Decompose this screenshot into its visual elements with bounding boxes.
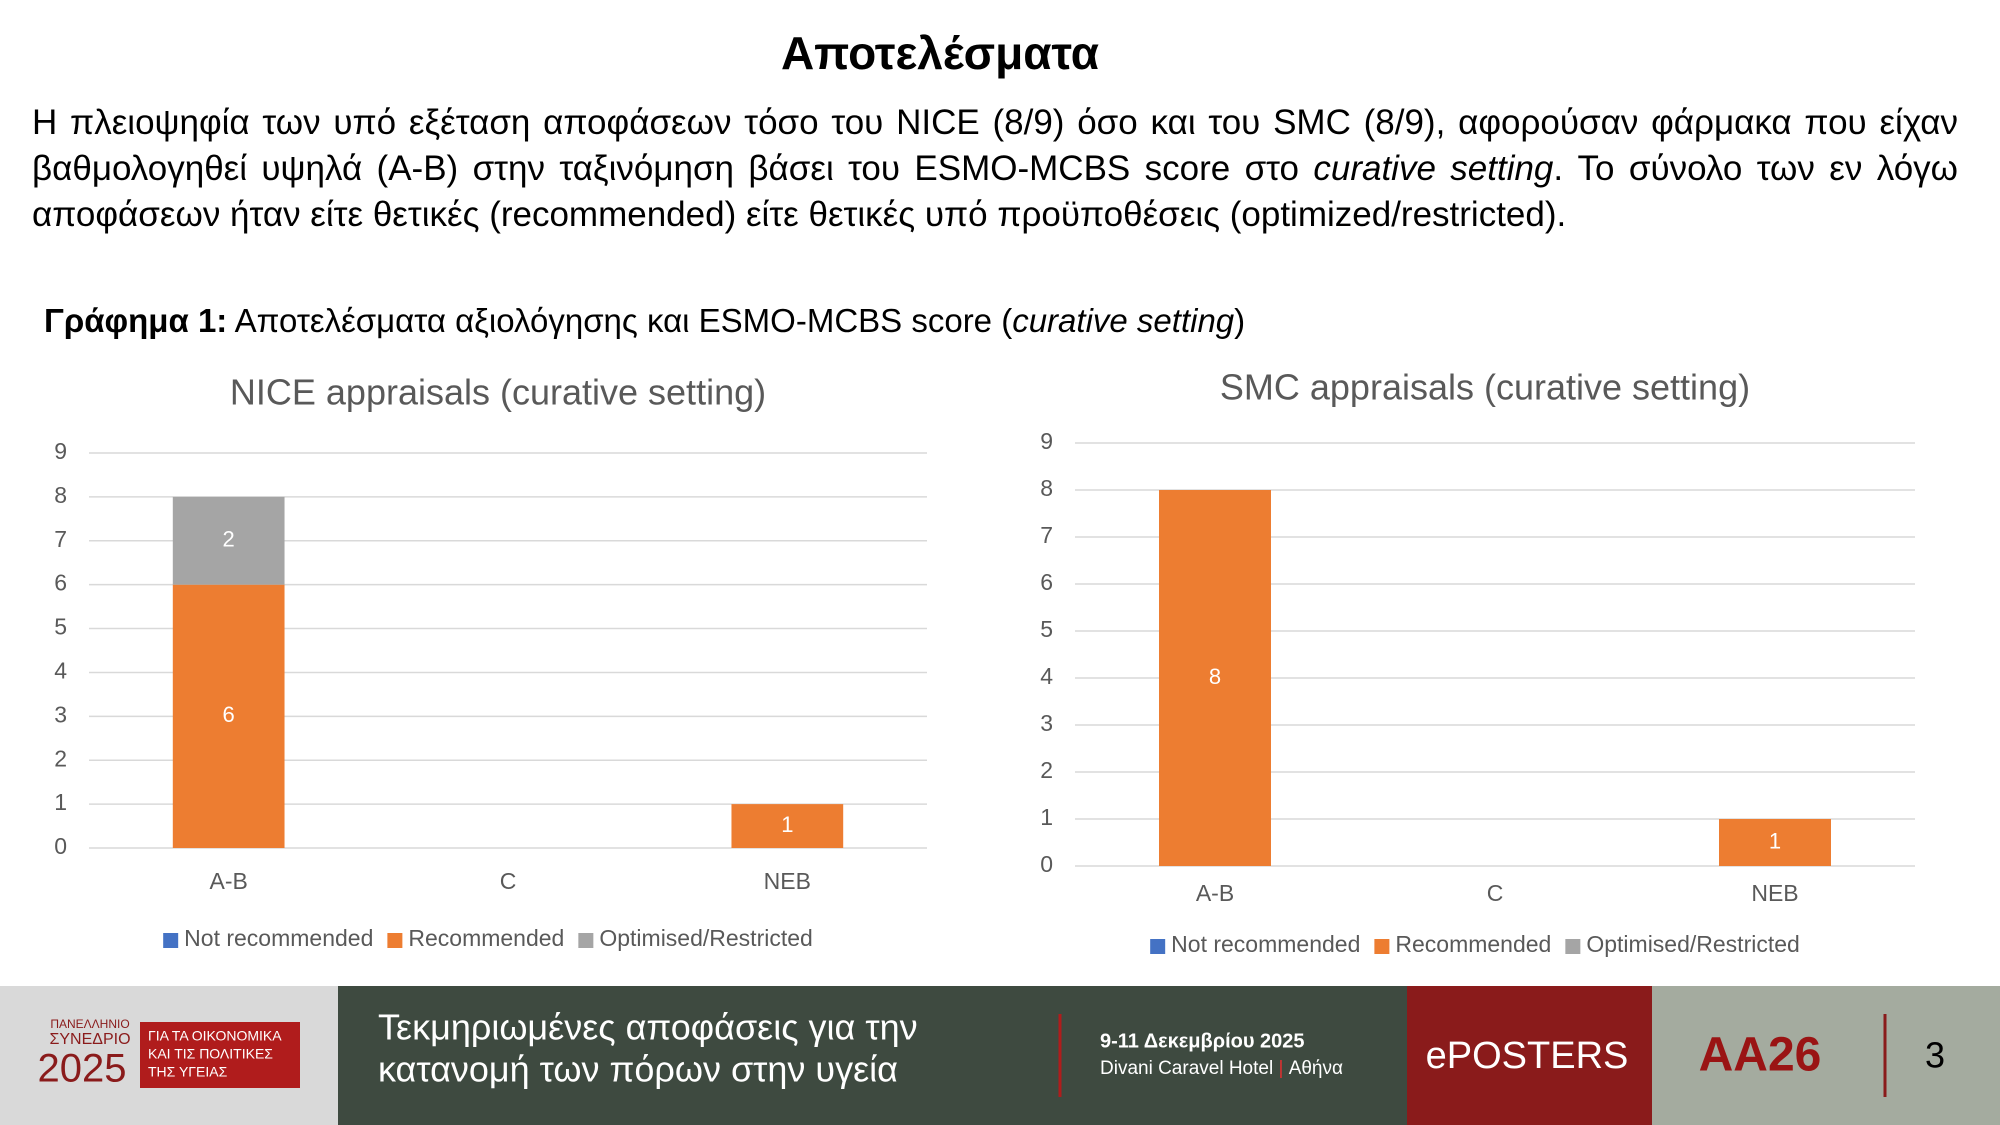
- logo-text: ΠΑΝΕΛΛΗΝΙΟ: [50, 1017, 129, 1031]
- legend: Not recommended Recommended Optimised/Rest…: [1150, 931, 1800, 957]
- x-tick-label: C: [500, 868, 517, 894]
- venue: Divani Caravel Hotel | Αθήνα: [1100, 1058, 1343, 1079]
- legend-swatch: [387, 933, 403, 948]
- legend-swatch: [1565, 939, 1581, 954]
- tagline: Τεκμηριωμένες αποφάσεις για την: [378, 1007, 918, 1048]
- data-label: 8: [1209, 664, 1221, 689]
- y-tick-label: 8: [1040, 475, 1053, 501]
- y-tick-label: 9: [1040, 428, 1053, 454]
- caption-text: ): [1234, 302, 1246, 339]
- y-tick-label: 1: [1040, 804, 1053, 830]
- logo-text: ΣΥΝΕΔΡΙΟ: [49, 1031, 130, 1048]
- logo-box-text: ΤΗΣ ΥΓΕΙΑΣ: [148, 1064, 228, 1080]
- data-label: 6: [223, 702, 235, 727]
- footer-code-bg: [1652, 986, 2000, 1125]
- x-tick-label: A-B: [209, 868, 247, 894]
- chart-title: SMC appraisals (curative setting): [1220, 367, 1750, 408]
- y-tick-label: 3: [1040, 710, 1053, 736]
- chart: NICE appraisals (curative setting) 0 1 2 3 4 5…: [54, 372, 927, 951]
- date: 9-11 Δεκεμβρίου 2025: [1100, 1030, 1305, 1052]
- bar-segment: [731, 804, 844, 848]
- y-tick-label: 5: [54, 614, 67, 640]
- y-tick-label: 7: [1040, 522, 1053, 548]
- logo-box: [140, 1022, 300, 1088]
- venue-name: Divani Caravel Hotel: [1100, 1058, 1273, 1079]
- x-tick-label: C: [1487, 880, 1504, 906]
- paragraph-text: . Το σύνολο των εν λόγω αποφάσεων ήταν ε…: [32, 149, 1958, 234]
- footer-eposters-bg: [1407, 986, 1652, 1125]
- legend-swatch: [1374, 939, 1390, 954]
- data-label: 2: [223, 527, 235, 552]
- eposters: ePOSTERS: [1426, 1035, 1629, 1077]
- x-tick-label: NEB: [764, 868, 811, 894]
- y-tick-label: 0: [1040, 851, 1053, 877]
- caption: Γράφημα 1: Αποτελέσματα αξιολόγησης και …: [44, 302, 1245, 340]
- y-tick-label: 4: [1040, 663, 1053, 689]
- venue-sep: |: [1273, 1058, 1289, 1079]
- chart: SMC appraisals (curative setting) 0 1 2 3 4 5 6…: [1040, 367, 1915, 957]
- y-tick-label: 2: [54, 745, 67, 771]
- bar-segment: [172, 584, 285, 848]
- y-tick-label: 8: [54, 482, 67, 508]
- legend-label: Recommended: [408, 925, 564, 951]
- paragraph: Η πλειοψηφία των υπό εξέταση αποφάσεων τ…: [32, 100, 1958, 238]
- legend-label: Optimised/Restricted: [1586, 931, 1799, 957]
- legend-label: Not recommended: [184, 925, 373, 951]
- logo-year: 2025: [38, 1047, 127, 1091]
- legend-swatch: [163, 933, 179, 948]
- page-number: 3: [1925, 1035, 1945, 1076]
- x-tick-label: A-B: [1196, 880, 1234, 906]
- chart-title: NICE appraisals (curative setting): [230, 372, 766, 413]
- legend: Not recommended Recommended Optimised/Rest…: [163, 925, 813, 951]
- caption-text: Αποτελέσματα αξιολόγησης και ESMO-MCBS s…: [227, 302, 1013, 339]
- paragraph-text: Η πλειοψηφία των υπό εξέταση αποφάσεων τ…: [32, 103, 1958, 188]
- bar-segment: [1159, 490, 1271, 866]
- paragraph-italic: curative setting: [1313, 149, 1554, 188]
- legend-label: Not recommended: [1171, 931, 1360, 957]
- y-tick-label: 3: [54, 701, 67, 727]
- data-label: 1: [1769, 828, 1781, 853]
- legend-swatch: [1150, 939, 1166, 954]
- y-tick-label: 0: [54, 833, 67, 859]
- caption-italic: curative setting: [1012, 302, 1235, 339]
- y-tick-label: 6: [54, 570, 67, 596]
- y-tick-label: 4: [54, 658, 67, 684]
- legend-swatch: [578, 933, 594, 948]
- tagline: κατανομή των πόρων στην υγεία: [378, 1049, 898, 1090]
- footer: ΠΑΝΕΛΛΗΝΙΟ ΣΥΝΕΔΡΙΟ 2025 ΓΙΑ ΤΑ ΟΙΚΟΝΟΜΙ…: [0, 986, 2000, 1125]
- bar-segment: [1719, 819, 1831, 866]
- data-label: 1: [781, 812, 793, 837]
- legend-label: Recommended: [1395, 931, 1551, 957]
- y-tick-label: 9: [54, 438, 67, 464]
- caption-label: Γράφημα 1:: [44, 302, 228, 339]
- y-tick-label: 2: [1040, 757, 1053, 783]
- y-tick-label: 1: [54, 789, 67, 815]
- y-tick-label: 7: [54, 526, 67, 552]
- bar-segment: [172, 496, 285, 585]
- x-tick-label: NEB: [1751, 880, 1798, 906]
- legend-label: Optimised/Restricted: [599, 925, 812, 951]
- title: Αποτελέσματα: [781, 27, 1099, 79]
- footer-tagline-bg: [338, 986, 1407, 1125]
- y-tick-label: 5: [1040, 616, 1053, 642]
- logo-box-text: ΓΙΑ ΤΑ ΟΙΚΟΝΟΜΙΚΑ: [148, 1028, 282, 1044]
- poster-code: AA26: [1699, 1029, 1822, 1082]
- y-tick-label: 6: [1040, 569, 1053, 595]
- city: Αθήνα: [1289, 1058, 1343, 1079]
- logo-box-text: ΚΑΙ ΤΙΣ ΠΟΛΙΤΙΚΕΣ: [148, 1046, 273, 1062]
